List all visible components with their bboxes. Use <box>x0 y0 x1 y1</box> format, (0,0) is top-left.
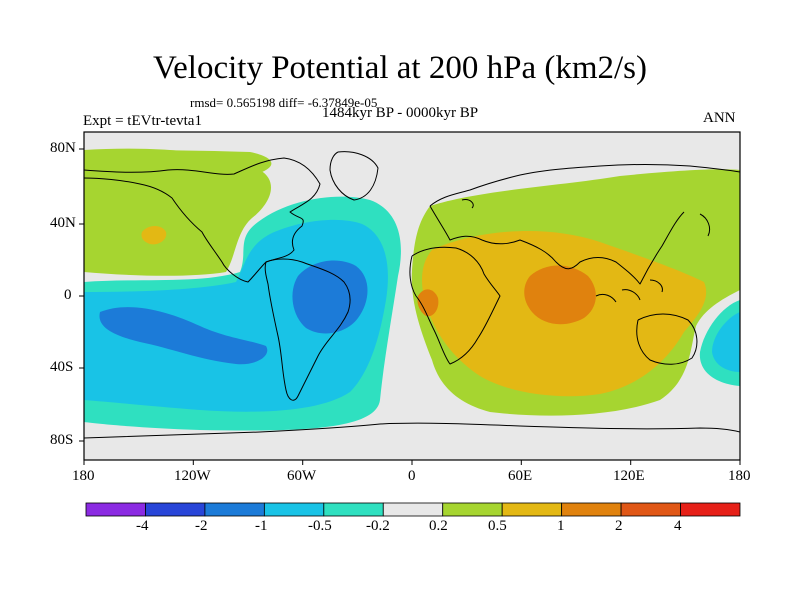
colorbar-swatch <box>620 502 681 517</box>
figure-title: Velocity Potential at 200 hPa (km2/s) <box>152 50 648 86</box>
period-label: 1484kyr BP - 0000kyr BP <box>321 105 479 121</box>
lat-tick-label: 80N <box>50 140 76 156</box>
coast-islands <box>461 199 711 303</box>
colorbar-label: 4 <box>674 518 682 534</box>
colorbar-label: -1 <box>255 518 268 534</box>
lat-tick-label: 80S <box>50 432 74 448</box>
contour-positive-weak-npac <box>84 148 272 276</box>
colorbar-label: 0.5 <box>488 518 507 534</box>
contour-negative-strong <box>99 307 268 365</box>
colorbar-swatch <box>263 502 325 517</box>
coast-antarctica <box>84 422 740 439</box>
coast-africa <box>409 246 501 365</box>
lat-tick-label: 40N <box>50 215 76 231</box>
colorbar-swatch <box>501 502 563 517</box>
colorbar-swatch <box>323 502 384 517</box>
lat-tick-label: 40S <box>50 359 74 375</box>
stats-label: rmsd= 0.565198 diff= -6.37849e-05 <box>190 95 378 110</box>
lon-tick-label: 60E <box>508 468 533 484</box>
lon-tick-label: 0 <box>408 468 416 484</box>
colorbar-label: -2 <box>195 518 208 534</box>
colorbar-swatch <box>85 502 146 517</box>
colorbar-label: -4 <box>136 518 149 534</box>
lat-tick-label: 0 <box>64 287 72 303</box>
colorbar-label: 0.2 <box>429 518 448 534</box>
colorbar-label: 1 <box>557 518 565 534</box>
contour-positive-strong-africa <box>417 289 439 317</box>
colorbar-swatch <box>145 502 206 517</box>
colorbar <box>85 502 741 517</box>
contour-field <box>84 132 740 460</box>
coast-australia <box>636 313 698 365</box>
contour-negative-strong-core <box>292 260 368 334</box>
colorbar-swatch <box>204 502 265 517</box>
contour-positive-strong <box>524 265 596 325</box>
contour-negative-moderate-east <box>712 312 740 372</box>
experiment-label: Expt = tEVtr-tevta1 <box>83 113 202 129</box>
coastlines <box>84 151 740 439</box>
contour-positive-weak-npac-core <box>141 226 167 245</box>
tick-marks <box>79 148 741 465</box>
lon-tick-label: 180 <box>72 468 95 484</box>
lon-tick-label: 180 <box>728 468 751 484</box>
colorbar-swatch <box>680 502 741 517</box>
coast-north-america <box>84 157 321 283</box>
colorbar-swatch <box>561 502 622 517</box>
coast-south-america <box>264 258 351 401</box>
coast-europe-asia <box>429 164 740 285</box>
colorbar-label: -0.2 <box>366 518 390 534</box>
contour-positive-weak-nam <box>84 150 272 173</box>
lon-tick-label: 60W <box>287 468 317 484</box>
colorbar-swatch <box>382 502 444 517</box>
colorbar-label: -0.5 <box>308 518 332 534</box>
coast-greenland <box>329 151 379 201</box>
lon-tick-label: 120E <box>613 468 645 484</box>
season-label: ANN <box>703 110 736 126</box>
colorbar-swatch <box>442 502 503 517</box>
lon-tick-label: 120W <box>174 468 211 484</box>
colorbar-label: 2 <box>615 518 623 534</box>
